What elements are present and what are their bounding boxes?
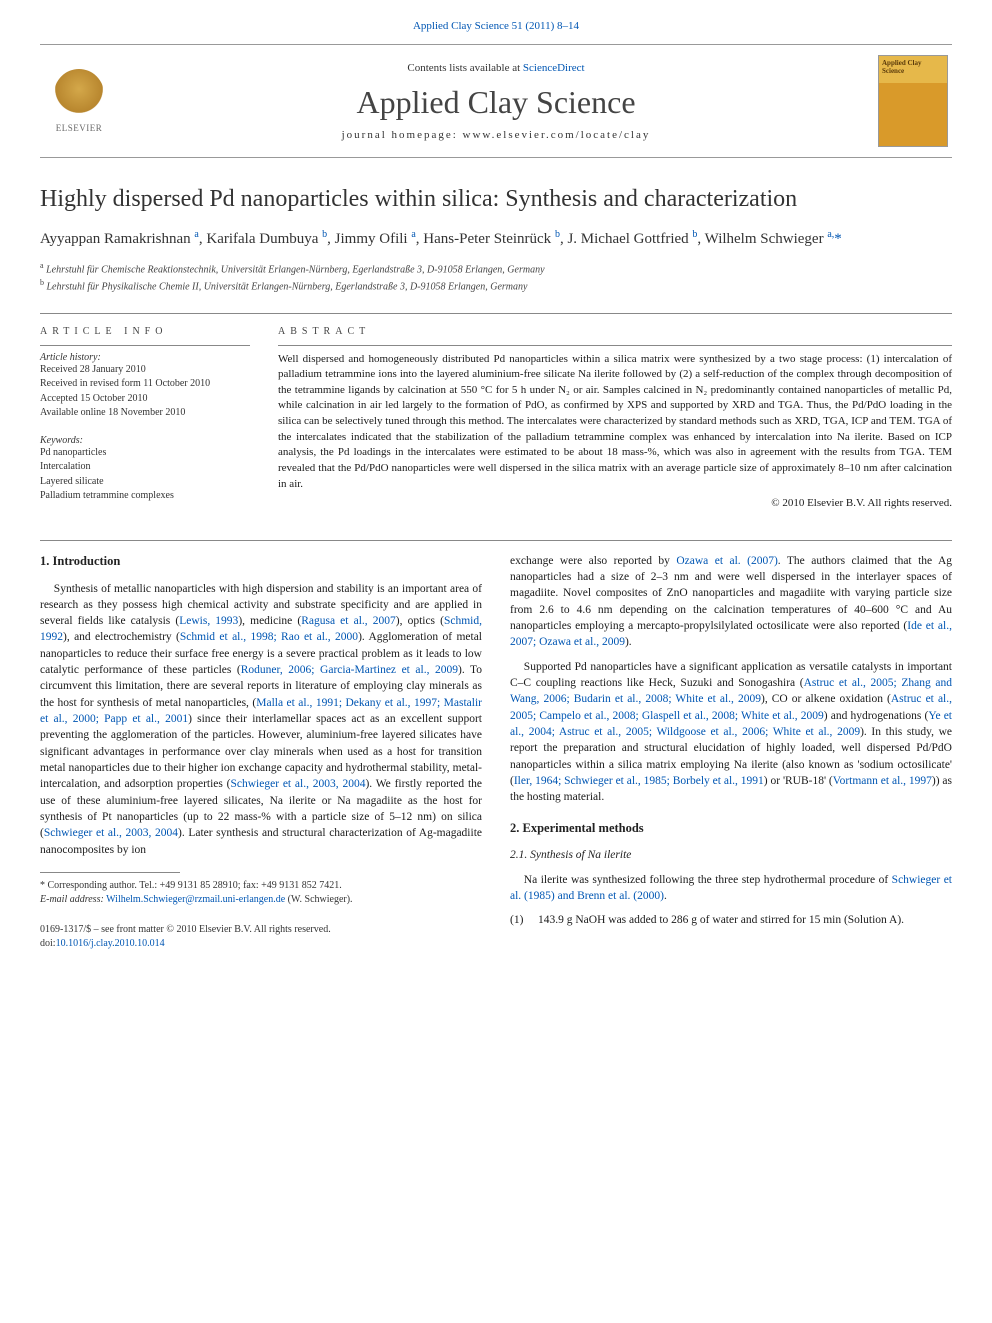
ref-link[interactable]: Schwieger et al., 2003, 2004 [231,778,366,790]
step-text: 143.9 g NaOH was added to 286 g of water… [538,912,952,928]
info-abstract-row: article info Article history: Received 2… [40,326,952,512]
contents-prefix: Contents lists available at [407,62,522,74]
intro-para-1: Synthesis of metallic nanoparticles with… [40,581,482,859]
ref-link[interactable]: Ozawa et al. (2007) [676,555,777,567]
article-info-col: article info Article history: Received 2… [40,326,250,512]
body-text: Na ilerite was synthesized following the… [524,874,892,886]
email-suffix: (W. Schwieger). [285,894,352,905]
email-label: E-mail address: [40,894,104,905]
elsevier-tree-icon [54,69,104,119]
doi-link[interactable]: 10.1016/j.clay.2010.10.014 [56,938,165,949]
corr-tel-fax: * Corresponding author. Tel.: +49 9131 8… [40,879,482,893]
intro-text: ), medicine ( [238,615,301,627]
body-columns: 1. Introduction Synthesis of metallic na… [40,553,952,951]
homepage-url: www.elsevier.com/locate/clay [463,129,651,141]
ref-link[interactable]: Schmid et al., 1998; Rao et al., 2000 [180,631,358,643]
footnote-separator [40,872,180,873]
running-header: Applied Clay Science 51 (2011) 8–14 [40,20,952,32]
body-text: . [664,890,667,902]
s2-1-para: Na ilerite was synthesized following the… [510,872,952,905]
contents-line: Contents lists available at ScienceDirec… [114,62,878,74]
ref-link[interactable]: Vortmann et al., 1997 [833,775,932,787]
info-divider [40,345,250,346]
affiliations: a Lehrstuhl für Chemische Reaktionstechn… [40,260,952,295]
journal-cover-thumb: Applied Clay Science [878,55,948,147]
intro-text: ), CO or alkene oxidation ( [761,693,891,705]
abstract-copyright: © 2010 Elsevier B.V. All rights reserved… [278,496,952,512]
affiliation-line: b Lehrstuhl für Physikalische Chemie II,… [40,277,952,294]
intro-para-3: Supported Pd nanoparticles have a signif… [510,659,952,806]
history-line: Received in revised form 11 October 2010 [40,377,250,392]
step-number: (1) [510,912,538,928]
publisher-name: ELSEVIER [56,123,103,133]
ref-link[interactable]: Roduner, 2006; Garcia-Martinez et al., 2… [241,664,458,676]
abstract-heading: abstract [278,326,952,337]
ref-link[interactable]: Schwieger et al., 2003, 2004 [44,827,178,839]
intro-text: ). [625,636,632,648]
intro-text: exchange were also reported by [510,555,676,567]
journal-title: Applied Clay Science [114,84,878,121]
cover-title: Applied Clay Science [882,59,944,75]
affiliation-line: a Lehrstuhl für Chemische Reaktionstechn… [40,260,952,277]
ref-link[interactable]: Ragusa et al., 2007 [301,615,396,627]
homepage-line: journal homepage: www.elsevier.com/locat… [114,129,878,141]
intro-text: ) or 'RUB-18' ( [764,775,833,787]
front-matter-line: 0169-1317/$ – see front matter © 2010 El… [40,923,482,937]
history-heading: Article history: [40,352,250,363]
abstract-text: Well dispersed and homogeneously distrib… [278,352,952,492]
keyword: Pd nanoparticles [40,446,250,461]
corr-email-link[interactable]: Wilhelm.Schwieger@rzmail.uni-erlangen.de [106,894,285,905]
keywords-heading: Keywords: [40,435,250,446]
running-header-link[interactable]: Applied Clay Science 51 (2011) 8–14 [413,20,579,32]
keyword: Intercalation [40,460,250,475]
authors-list: Ayyappan Ramakrishnan a, Karifala Dumbuy… [40,228,952,250]
history-line: Accepted 15 October 2010 [40,392,250,407]
section-1-heading: 1. Introduction [40,553,482,571]
masthead-center: Contents lists available at ScienceDirec… [114,62,878,141]
sciencedirect-link[interactable]: ScienceDirect [523,62,585,74]
subsection-2-1-heading: 2.1. Synthesis of Na ilerite [510,847,952,863]
divider [40,313,952,314]
abstract-col: abstract Well dispersed and homogeneousl… [278,326,952,512]
corresponding-author-footnote: * Corresponding author. Tel.: +49 9131 8… [40,879,482,907]
bottom-meta: 0169-1317/$ – see front matter © 2010 El… [40,923,482,951]
keyword: Layered silicate [40,475,250,490]
publisher-logo: ELSEVIER [44,63,114,139]
abstract-divider [278,345,952,346]
article-info-heading: article info [40,326,250,337]
keyword: Palladium tetrammine complexes [40,489,250,504]
article-title: Highly dispersed Pd nanoparticles within… [40,184,952,214]
history-line: Received 28 January 2010 [40,363,250,378]
history-line: Available online 18 November 2010 [40,406,250,421]
intro-text: ), and electrochemistry ( [63,631,180,643]
section-2-heading: 2. Experimental methods [510,820,952,838]
intro-text: ), optics ( [396,615,444,627]
divider-body [40,540,952,541]
intro-para-2: exchange were also reported by Ozawa et … [510,553,952,651]
procedure-step-1: (1) 143.9 g NaOH was added to 286 g of w… [510,912,952,928]
doi-prefix: doi: [40,938,56,949]
masthead: ELSEVIER Contents lists available at Sci… [40,44,952,158]
intro-text: ) and hydrogenations ( [824,710,929,722]
ref-link[interactable]: Iler, 1964; Schwieger et al., 1985; Borb… [514,775,764,787]
ref-link[interactable]: Lewis, 1993 [179,615,238,627]
homepage-prefix: journal homepage: [342,129,463,141]
